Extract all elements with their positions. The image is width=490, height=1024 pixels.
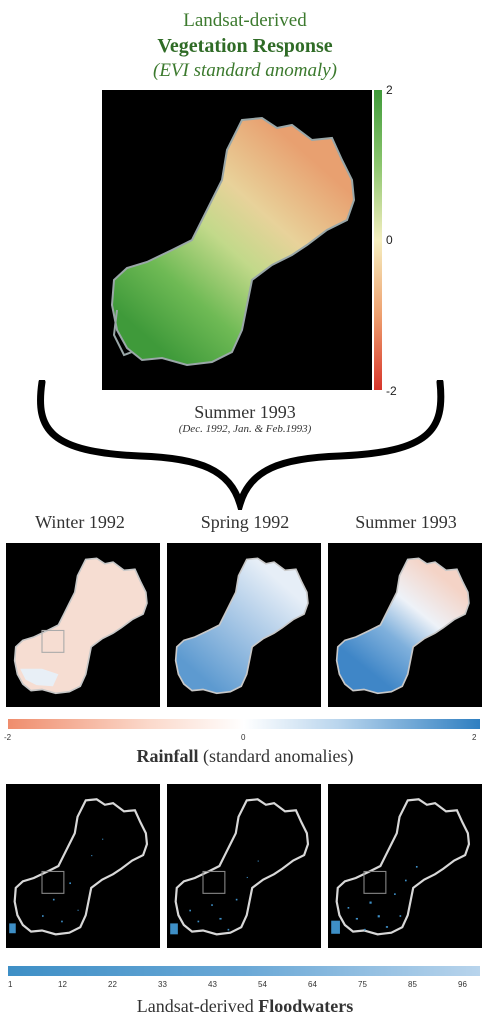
season-label-winter: Winter 1992 xyxy=(35,512,125,532)
floodwater-spring-boundary xyxy=(174,798,310,936)
rainfall-tick-high: 2 xyxy=(472,733,477,742)
rainfall-title-bold: Rainfall xyxy=(136,746,199,766)
evi-region-shape xyxy=(110,116,356,367)
rainfall-winter-region xyxy=(13,557,148,695)
flood-title-bold: Floodwaters xyxy=(258,996,354,1016)
flood-tick-85: 85 xyxy=(408,980,417,989)
rainfall-colorbar-title: Rainfall (standard anomalies) xyxy=(0,746,490,767)
rainfall-map-spring-graphic xyxy=(174,557,309,695)
flood-title-plain: Landsat-derived xyxy=(136,996,259,1016)
rainfall-summer-region xyxy=(335,557,470,695)
floodwater-spring-inset xyxy=(202,870,226,894)
flood-tick-64: 64 xyxy=(308,980,317,989)
figure-title-line-2: Vegetation Response xyxy=(157,35,333,57)
evi-tick-high: 2 xyxy=(386,83,393,97)
rainfall-map-winter xyxy=(6,543,160,707)
floodwater-winter-pixels xyxy=(9,838,104,934)
floodwater-winter-boundary xyxy=(13,798,149,936)
figure-title-line-1: Landsat-derived xyxy=(183,10,307,31)
flood-tick-43: 43 xyxy=(208,980,217,989)
evi-tick-mid: 0 xyxy=(386,233,393,247)
floodwater-colorbar xyxy=(8,966,480,976)
floodwater-map-summer xyxy=(328,784,482,948)
floodwater-summer-inset xyxy=(363,870,387,894)
rainfall-winter-patch xyxy=(20,668,59,687)
evi-coast-line xyxy=(112,309,133,357)
evi-anomaly-map xyxy=(102,90,372,390)
flood-tick-75: 75 xyxy=(358,980,367,989)
flood-tick-33: 33 xyxy=(158,980,167,989)
floodwater-summer-pixels xyxy=(331,866,418,934)
flood-tick-96: 96 xyxy=(458,980,467,989)
floodwater-summer-graphic xyxy=(331,798,471,936)
floodwater-colorbar-title: Landsat-derived Floodwaters xyxy=(0,996,490,1017)
summer-1993-detail: (Dec. 1992, Jan. & Feb.1993) xyxy=(178,423,312,435)
summer-1993-label: Summer 1993 xyxy=(194,402,296,422)
rainfall-spring-region xyxy=(174,557,309,695)
floodwater-spring-graphic xyxy=(170,798,310,936)
floodwater-map-winter xyxy=(6,784,160,948)
season-label-summer: Summer 1993 xyxy=(355,512,457,532)
figure-title-line-3: (EVI standard anomaly) xyxy=(153,60,337,81)
floodwater-winter-graphic xyxy=(9,798,149,936)
floodwater-map-spring xyxy=(167,784,321,948)
floodwater-summer-boundary xyxy=(335,798,471,936)
floodwater-spring-pixels xyxy=(170,860,259,935)
flood-tick-54: 54 xyxy=(258,980,267,989)
flood-tick-22: 22 xyxy=(108,980,117,989)
rainfall-map-summer-graphic xyxy=(335,557,470,695)
evi-colorbar xyxy=(374,90,382,390)
brace-path xyxy=(37,380,445,510)
rainfall-tick-low: -2 xyxy=(4,733,12,742)
brace-connector xyxy=(37,380,445,510)
flood-tick-12: 12 xyxy=(58,980,67,989)
rainfall-colorbar xyxy=(8,719,480,729)
evi-tick-low: -2 xyxy=(386,384,397,398)
evi-map-graphic xyxy=(110,116,356,367)
rainfall-tick-mid: 0 xyxy=(241,733,246,742)
floodwater-winter-inset xyxy=(41,870,65,894)
flood-tick-1: 1 xyxy=(8,980,13,989)
season-label-spring: Spring 1992 xyxy=(200,512,290,532)
rainfall-winter-inset xyxy=(41,629,65,653)
rainfall-map-summer xyxy=(328,543,482,707)
rainfall-map-spring xyxy=(167,543,321,707)
rainfall-title-rest: (standard anomalies) xyxy=(198,746,354,766)
rainfall-map-winter-graphic xyxy=(13,557,148,695)
